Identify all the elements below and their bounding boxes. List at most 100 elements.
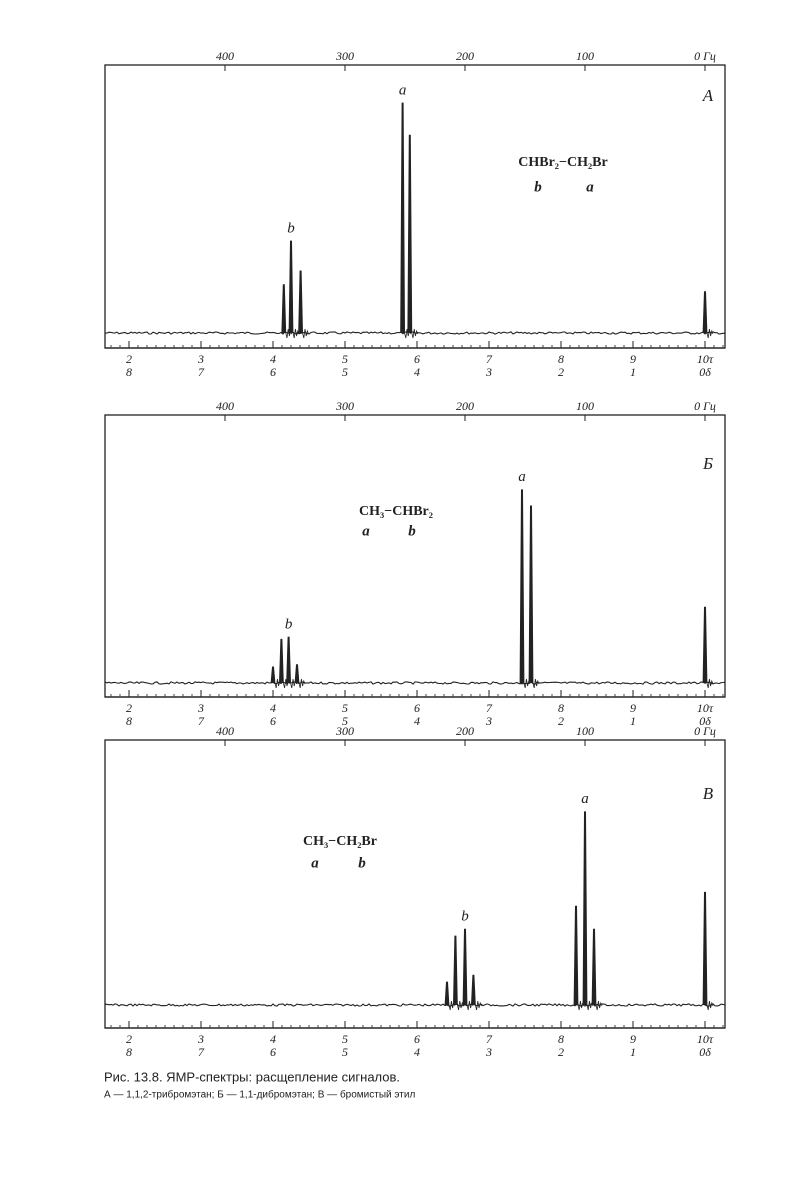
delta-tick-label: 7 [198,365,205,379]
panel-letter: Б [702,454,713,473]
hz-tick-label: 400 [216,49,234,63]
tau-tick-label: 8 [558,701,564,715]
peak-label: b [461,909,469,925]
tau-tick-label: 4 [270,701,276,715]
ringing [706,1000,714,1011]
hz-tick-label: 0 Гц [694,724,716,738]
hz-tick-label: 100 [576,724,594,738]
peak [407,134,413,334]
hz-tick-label: 100 [576,49,594,63]
hz-tick-label: 200 [456,399,474,413]
delta-tick-label: 7 [198,1045,205,1059]
baseline [104,681,726,685]
peak [270,666,276,684]
hz-tick-label: 0 Гц [694,49,716,63]
delta-tick-label: 3 [485,365,492,379]
tau-tick-label: 2 [126,701,132,715]
tau-tick-label: 9 [630,1032,636,1046]
peak-label: a [399,82,407,98]
caption-title: Рис. 13.8. ЯМР-спектры: расщепление сигн… [104,1069,400,1084]
delta-tick-label: 4 [414,1045,420,1059]
peak [281,284,287,334]
tau-tick-label: 5 [342,352,348,366]
tau-tick-label: 3 [197,701,204,715]
delta-tick-label: 4 [414,365,420,379]
ringing [595,1000,603,1011]
tau-tick-label: 7 [486,1032,493,1046]
tau-tick-label: 6 [414,352,420,366]
peak [702,606,708,684]
peak [519,489,525,684]
ringing [302,328,309,339]
tau-tick-label: 3 [197,1032,204,1046]
delta-tick-label: 3 [485,1045,492,1059]
delta-tick-label: 1 [630,365,636,379]
peak [298,270,303,334]
delta-tick-label: 2 [558,1045,564,1059]
peak-label: a [518,469,526,485]
peak-label: b [285,616,293,632]
delta-tick-label: 4 [414,714,420,728]
delta-tick-label: 2 [558,714,564,728]
peak [591,928,597,1006]
tau-tick-label: 7 [486,701,493,715]
delta-tick-label: 3 [485,714,492,728]
tau-tick-label: 10τ [697,701,714,715]
tau-tick-label: 5 [342,1032,348,1046]
ringing [292,328,300,339]
ringing [706,328,714,339]
delta-tick-label: 0δ [699,714,711,728]
ringing [532,678,540,689]
hz-tick-label: 300 [335,399,354,413]
peak [400,102,405,334]
tau-tick-label: 6 [414,701,420,715]
panel-letter: В [703,784,714,803]
formula-label: b [534,179,542,195]
delta-tick-label: 2 [558,365,564,379]
delta-tick-label: 1 [630,714,636,728]
formula-label: a [586,179,594,195]
delta-tick-label: 6 [270,714,276,728]
hz-tick-label: 400 [216,724,234,738]
tau-tick-label: 8 [558,352,564,366]
hz-tick-label: 200 [456,49,474,63]
tau-tick-label: 4 [270,1032,276,1046]
delta-tick-label: 5 [342,714,348,728]
tau-tick-label: 8 [558,1032,564,1046]
delta-tick-label: 8 [126,1045,132,1059]
peak [573,905,579,1006]
peak [453,935,458,1006]
delta-tick-label: 6 [270,1045,276,1059]
peak [444,981,450,1006]
peak-label: b [287,220,295,236]
hz-tick-label: 300 [335,724,354,738]
tau-tick-label: 7 [486,352,493,366]
formula: CH₃−CHBr₂ [359,504,433,519]
delta-tick-label: 8 [126,714,132,728]
tau-tick-label: 10τ [697,352,714,366]
ringing [457,1000,464,1011]
caption-legend: А — 1,1,2-трибромэтан; Б — 1,1-дибромэта… [104,1089,415,1101]
formula: CH₃−CH₂Br [303,834,377,849]
hz-tick-label: 200 [456,724,474,738]
tau-tick-label: 3 [197,352,204,366]
tau-tick-label: 9 [630,701,636,715]
hz-tick-label: 0 Гц [694,399,716,413]
peak [279,638,284,684]
peak [528,505,534,684]
peak [462,928,468,1006]
delta-tick-label: 5 [342,365,348,379]
peak [702,891,708,1006]
delta-tick-label: 7 [198,714,205,728]
formula-label: a [311,855,319,871]
formula-label: b [358,855,366,871]
peak [294,664,300,684]
peak [471,974,476,1006]
hz-tick-label: 400 [216,399,234,413]
hz-tick-label: 100 [576,399,594,413]
peak [288,240,294,334]
tau-tick-label: 4 [270,352,276,366]
formula-label: b [408,523,416,539]
